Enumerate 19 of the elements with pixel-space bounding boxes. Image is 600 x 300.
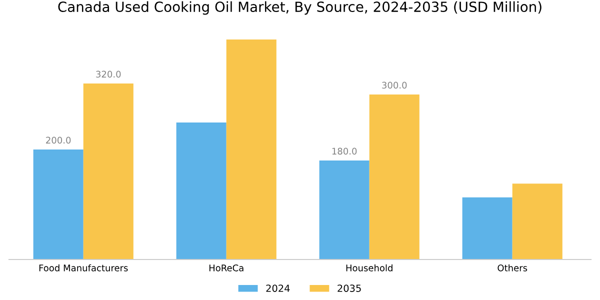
data-label: 320.0	[96, 70, 121, 78]
x-tick-label: Household	[346, 264, 392, 272]
x-tick-label: Food Manufacturers	[39, 264, 128, 272]
bar	[369, 94, 420, 260]
bar	[462, 197, 512, 260]
chart-title: Canada Used Cooking Oil Market, By Source, 2024-2035 (USD Million)	[58, 1, 542, 15]
data-label: 180.0	[332, 148, 357, 155]
bar	[319, 160, 370, 260]
bar	[33, 150, 84, 260]
data-label: 300.0	[382, 82, 407, 89]
legend-label: 2035	[338, 284, 361, 292]
bar	[83, 84, 134, 260]
x-tick-label: Others	[498, 264, 528, 272]
bar	[512, 184, 562, 260]
bar	[226, 40, 276, 260]
legend-label: 2024	[266, 284, 290, 292]
x-tick-label: HoReCa	[209, 264, 244, 272]
data-label: 200.0	[46, 136, 71, 144]
bar	[176, 122, 226, 260]
